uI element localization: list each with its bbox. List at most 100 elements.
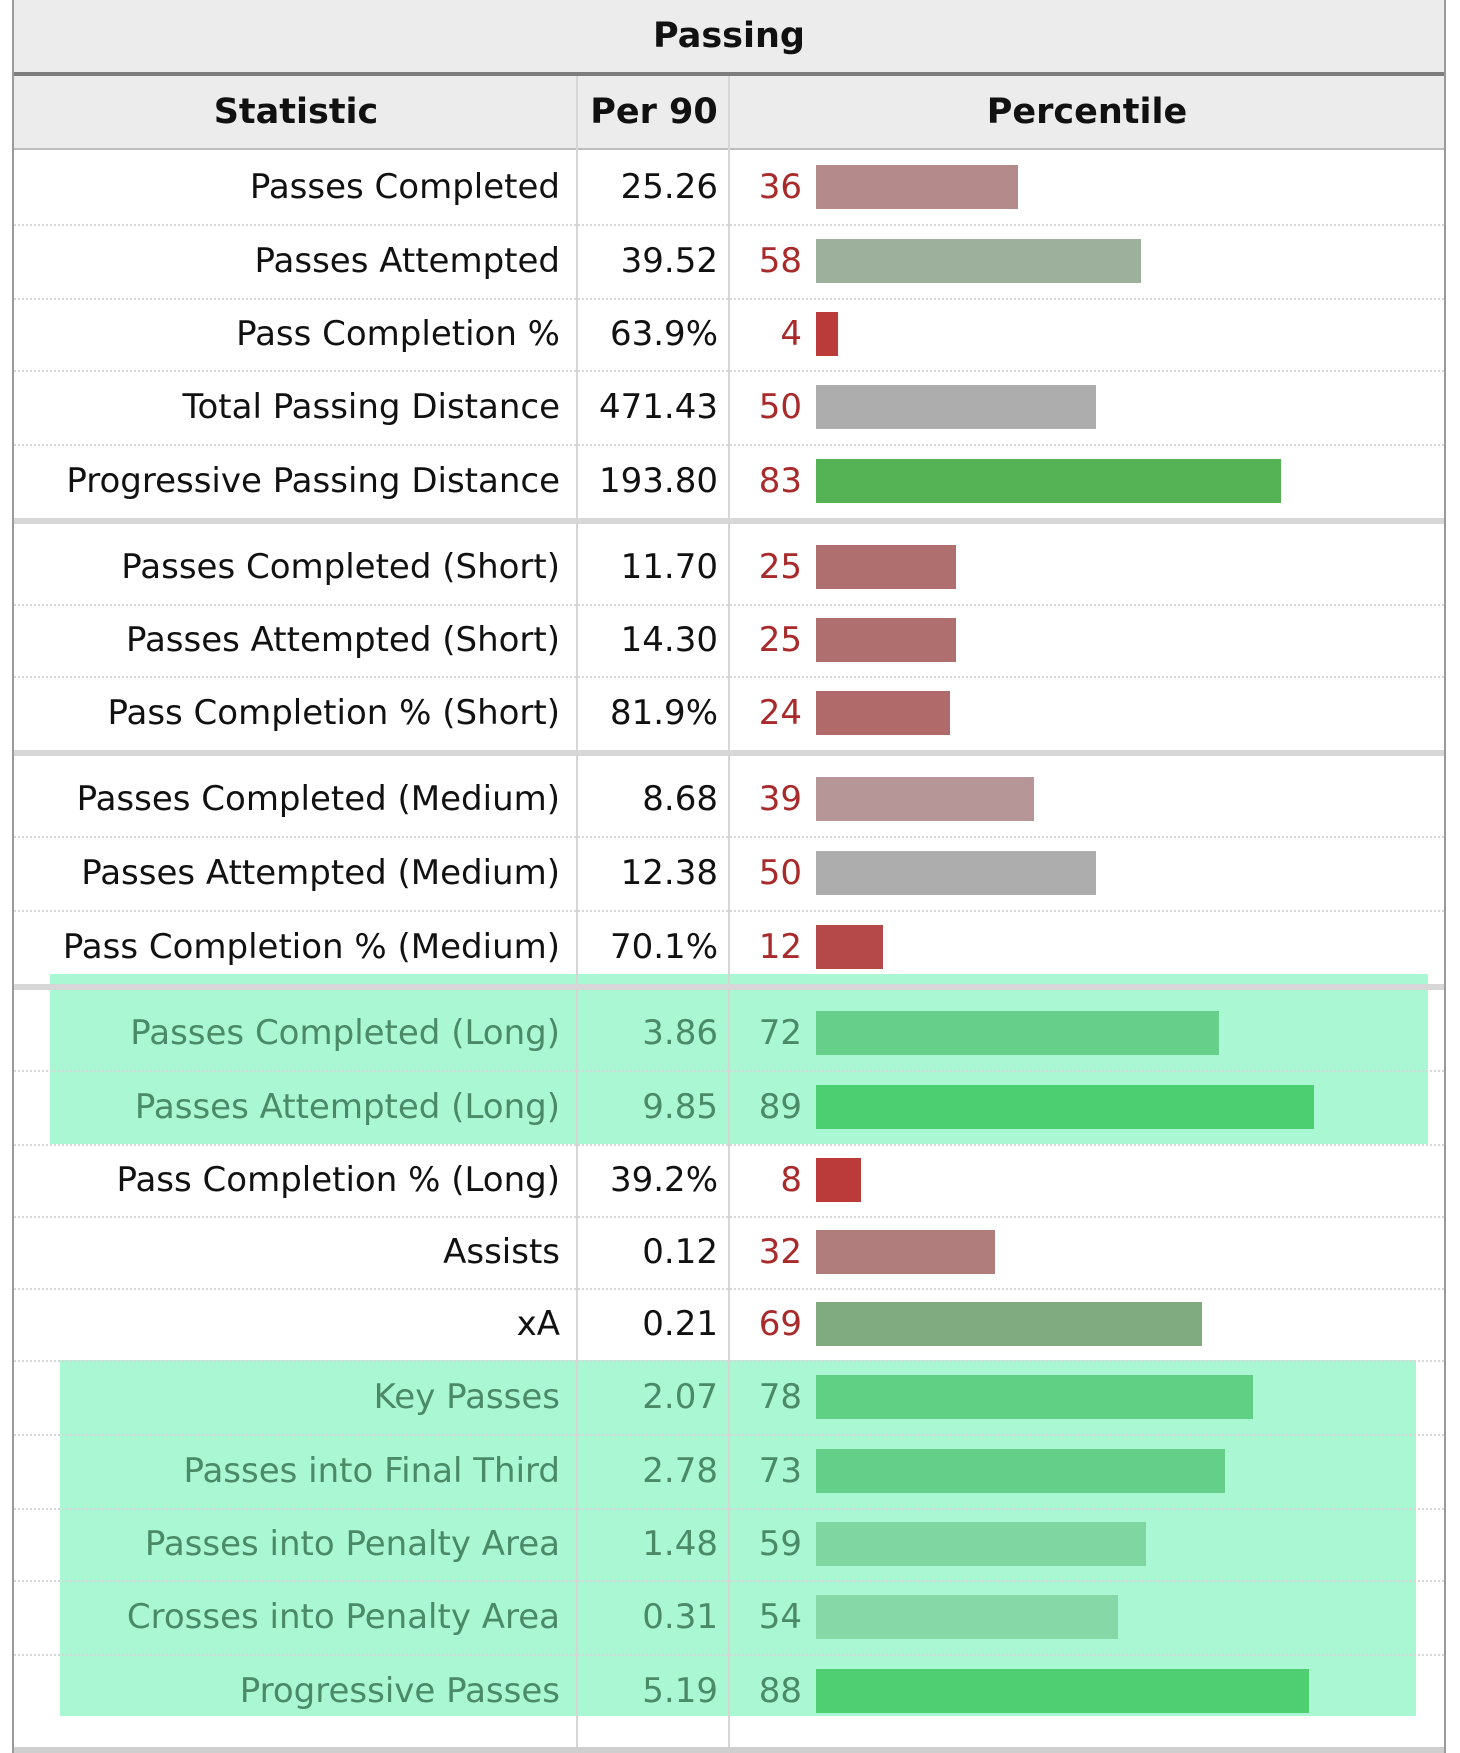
statistic-label: Pass Completion % (Medium) [62, 927, 560, 967]
per90-value: 12.38 [620, 853, 718, 893]
percentile-value: 32 [758, 1232, 802, 1272]
per90-value: 70.1% [609, 927, 718, 967]
per90-value: 193.80 [599, 461, 718, 501]
per90-value: 5.19 [642, 1671, 718, 1711]
percentile-bar [816, 385, 1096, 429]
per90-value: 2.78 [642, 1451, 718, 1491]
percentile-value: 72 [758, 1013, 802, 1053]
per90-value: 471.43 [599, 387, 718, 427]
percentile-bar [816, 1449, 1225, 1493]
statistic-label: Pass Completion % (Long) [116, 1160, 560, 1200]
percentile-bar [816, 1085, 1314, 1129]
table-row: Pass Completion % 63.9% 4 [14, 298, 1444, 372]
table-row: Pass Completion % (Short) 81.9% 24 [14, 676, 1444, 750]
statistic-label: Passes Completed (Medium) [76, 779, 560, 819]
per90-value: 39.52 [620, 241, 718, 281]
statistic-label: Assists [443, 1232, 560, 1272]
percentile-value: 36 [758, 167, 802, 207]
percentile-value: 25 [758, 620, 802, 660]
percentile-bar [816, 1158, 861, 1202]
per90-value: 2.07 [642, 1377, 718, 1417]
table-row: Key Passes 2.07 78 [14, 1360, 1444, 1436]
percentile-bar [816, 618, 956, 662]
statistic-label: Progressive Passes [239, 1671, 560, 1711]
statistic-label: Key Passes [373, 1377, 560, 1417]
header-percentile: Percentile [986, 92, 1188, 132]
percentile-value: 73 [758, 1451, 802, 1491]
per90-value: 3.86 [642, 1013, 718, 1053]
percentile-value: 39 [758, 779, 802, 819]
table-bottom-border [14, 1747, 1444, 1753]
percentile-bar [816, 1375, 1253, 1419]
statistic-label: Passes into Final Third [183, 1451, 560, 1491]
percentile-bar [816, 1011, 1219, 1055]
table-row: Passes Attempted 39.52 58 [14, 224, 1444, 300]
percentile-bar [816, 459, 1281, 503]
percentile-bar [816, 239, 1141, 283]
per90-value: 8.68 [642, 779, 718, 819]
percentile-value: 69 [758, 1304, 802, 1344]
passing-table: Passing Statistic Per 90 Percentile Pass… [12, 0, 1446, 1753]
statistic-label: Passes Attempted (Medium) [81, 853, 560, 893]
percentile-bar [816, 1669, 1309, 1713]
percentile-value: 78 [758, 1377, 802, 1417]
percentile-bar [816, 1230, 995, 1274]
per90-value: 39.2% [609, 1160, 718, 1200]
per90-value: 0.12 [642, 1232, 718, 1272]
table-row: Progressive Passes 5.19 88 [14, 1654, 1444, 1728]
statistic-label: Passes Completed (Long) [130, 1013, 560, 1053]
highlight-box-2 [60, 1360, 1416, 1716]
percentile-value: 54 [758, 1597, 802, 1637]
percentile-bar [816, 925, 883, 969]
statistic-label: Crosses into Penalty Area [126, 1597, 560, 1637]
per90-value: 0.31 [642, 1597, 718, 1637]
table-row: Assists 0.12 32 [14, 1216, 1444, 1290]
table-row: Passes into Final Third 2.78 73 [14, 1434, 1444, 1510]
statistic-label: Passes Attempted (Short) [125, 620, 560, 660]
per90-value: 81.9% [609, 693, 718, 733]
statistic-label: Total Passing Distance [182, 387, 560, 427]
statistic-label: Passes into Penalty Area [144, 1524, 560, 1564]
percentile-value: 58 [758, 241, 802, 281]
per90-value: 1.48 [642, 1524, 718, 1564]
per90-value: 14.30 [620, 620, 718, 660]
header-per90: Per 90 [590, 92, 718, 132]
per90-value: 11.70 [620, 547, 718, 587]
statistic-label: Passes Completed [249, 167, 560, 207]
percentile-value: 83 [758, 461, 802, 501]
per90-value: 9.85 [642, 1087, 718, 1127]
per90-value: 0.21 [642, 1304, 718, 1344]
statistic-label: xA [516, 1304, 560, 1344]
header-statistic: Statistic [213, 92, 379, 132]
percentile-value: 8 [780, 1160, 802, 1200]
statistic-label: Passes Completed (Short) [121, 547, 560, 587]
table-row: Pass Completion % (Medium) 70.1% 12 [14, 910, 1444, 984]
column-divider-1 [576, 76, 578, 1753]
percentile-value: 24 [758, 693, 802, 733]
statistic-label: Pass Completion % (Short) [107, 693, 560, 733]
percentile-value: 4 [780, 314, 802, 354]
percentile-value: 12 [758, 927, 802, 967]
percentile-value: 50 [758, 387, 802, 427]
statistic-label: Progressive Passing Distance [66, 461, 560, 501]
percentile-bar [816, 545, 956, 589]
column-divider-2 [728, 76, 730, 1753]
table-row: Progressive Passing Distance 193.80 83 [14, 444, 1444, 518]
percentile-bar [816, 1302, 1202, 1346]
percentile-bar [816, 1522, 1146, 1566]
percentile-value: 59 [758, 1524, 802, 1564]
statistic-label: Passes Attempted (Long) [134, 1087, 560, 1127]
statistic-label: Pass Completion % [236, 314, 560, 354]
percentile-value: 89 [758, 1087, 802, 1127]
percentile-bar [816, 851, 1096, 895]
percentile-bar [816, 165, 1018, 209]
table-row: Passes Completed 25.26 36 [14, 150, 1444, 226]
percentile-bar [816, 312, 838, 356]
table-row: Passes Attempted (Medium) 12.38 50 [14, 836, 1444, 912]
percentile-bar [816, 777, 1034, 821]
percentile-bar [816, 691, 950, 735]
per90-value: 63.9% [609, 314, 718, 354]
percentile-value: 50 [758, 853, 802, 893]
percentile-value: 88 [758, 1671, 802, 1711]
table-title: Passing [14, 0, 1444, 76]
